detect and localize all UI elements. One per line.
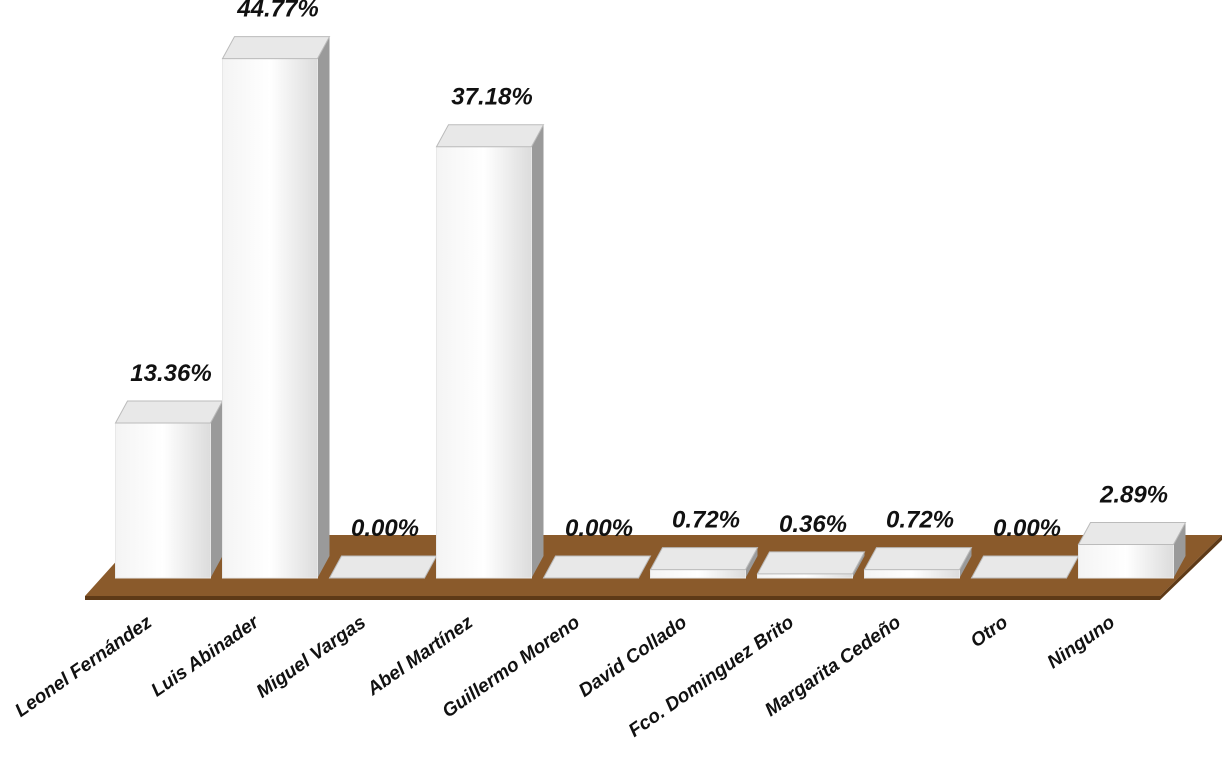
bar-side <box>531 124 544 578</box>
bar-front <box>115 422 211 579</box>
bar-top <box>542 555 652 579</box>
bar <box>649 547 759 579</box>
bar-top <box>863 547 973 571</box>
value-label: 37.18% <box>451 84 532 111</box>
bar-side <box>317 36 330 579</box>
x-tick-label: Luis Abinader <box>148 611 265 701</box>
bar-front <box>222 58 318 579</box>
bar-front <box>864 569 960 579</box>
value-label: 44.77% <box>236 0 318 23</box>
bar <box>435 124 545 579</box>
bar-front <box>436 146 532 579</box>
bar-front <box>650 569 746 579</box>
bar-top <box>649 547 759 571</box>
bar-top <box>435 124 545 148</box>
value-label: 0.72% <box>672 507 740 534</box>
bar <box>114 400 224 579</box>
x-tick-label: Ninguno <box>1044 612 1119 673</box>
bar <box>328 555 438 579</box>
value-label: 2.89% <box>1099 481 1168 508</box>
bar-top <box>1077 521 1187 545</box>
value-label: 0.00% <box>565 515 633 542</box>
x-tick-label: Abel Martínez <box>363 612 477 701</box>
bar <box>221 36 331 579</box>
x-tick-label: David Collado <box>575 612 691 702</box>
bar-front <box>1078 543 1174 579</box>
bar <box>1077 521 1187 579</box>
bar-top <box>970 555 1080 579</box>
bar-front <box>757 573 853 579</box>
value-label: 0.36% <box>779 511 847 538</box>
bar <box>863 547 973 579</box>
bar-side <box>959 547 972 578</box>
bar-top <box>221 36 331 60</box>
value-label: 0.72% <box>886 507 954 534</box>
value-label: 13.36% <box>130 360 211 387</box>
value-label: 0.00% <box>993 515 1061 542</box>
bar-top <box>328 555 438 579</box>
x-tick-label: Otro <box>967 612 1012 652</box>
bar <box>970 555 1080 579</box>
bar-side <box>210 401 223 578</box>
bar-side <box>1173 522 1186 578</box>
value-label: 0.00% <box>351 515 419 542</box>
x-tick-label: Miguel Vargas <box>253 612 370 703</box>
bar <box>756 551 866 579</box>
bar-side <box>745 547 758 578</box>
bar-top <box>756 551 866 575</box>
x-tick-label: Leonel Fernández <box>12 612 157 722</box>
bar-top <box>114 400 224 424</box>
bar <box>542 555 652 579</box>
